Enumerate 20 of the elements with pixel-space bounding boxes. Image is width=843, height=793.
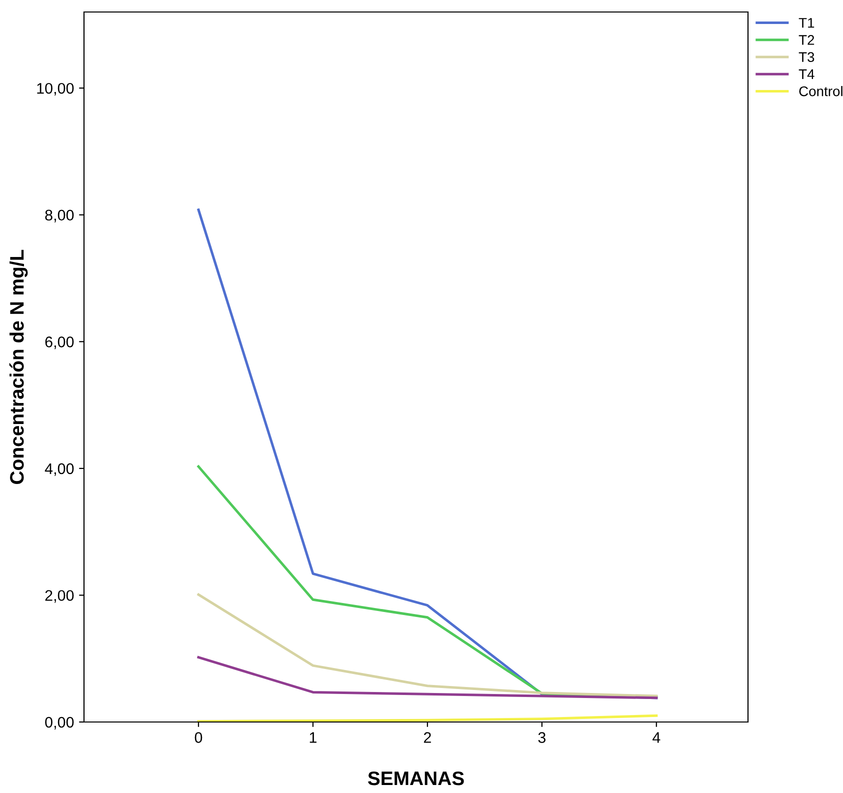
y-tick-label: 2,00 — [45, 590, 74, 603]
y-axis-title: Concentración de N mg/L — [9, 250, 28, 484]
legend-label: T4 — [798, 69, 814, 79]
y-tick-label: 6,00 — [45, 336, 74, 350]
line-series — [197, 593, 658, 698]
legend-label: Control — [799, 86, 842, 96]
x-axis-title: SEMANAS — [368, 771, 464, 786]
legend-label: T1 — [798, 18, 814, 28]
x-tick-label: 3 — [538, 732, 546, 743]
x-tick-label: 1 — [310, 732, 316, 743]
line-series — [197, 656, 658, 700]
legend-label: T3 — [798, 52, 814, 62]
x-tick-label: 0 — [194, 732, 202, 743]
y-tick-label: 4,00 — [44, 463, 74, 476]
x-tick-label: 4 — [652, 732, 660, 743]
x-tick-label: 2 — [424, 732, 431, 743]
y-tick-label: 10,00 — [37, 82, 74, 96]
legend-label: T2 — [798, 35, 814, 45]
y-tick-label: 0,00 — [45, 716, 74, 730]
y-tick-label: 8,00 — [45, 210, 74, 222]
